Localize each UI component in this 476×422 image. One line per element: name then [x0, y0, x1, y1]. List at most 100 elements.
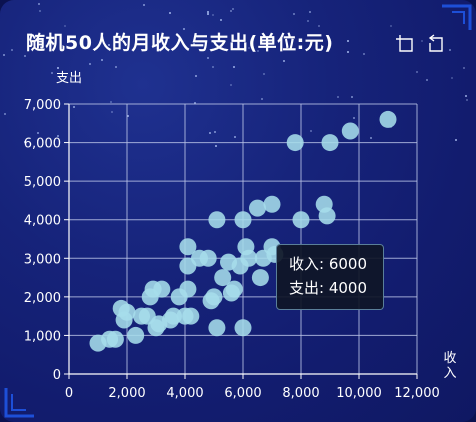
star — [206, 11, 209, 14]
star — [207, 13, 210, 16]
y-tick-label: 5,000 — [24, 175, 61, 190]
star — [390, 25, 393, 28]
y-tick-label: 4,000 — [24, 214, 61, 229]
y-tick-label: 2,000 — [24, 291, 61, 306]
data-point — [199, 249, 217, 267]
star — [415, 70, 418, 73]
star — [234, 135, 237, 138]
star — [114, 66, 117, 69]
star — [315, 42, 318, 45]
data-point — [106, 330, 124, 348]
restore-icon[interactable] — [396, 33, 416, 53]
star — [352, 117, 355, 120]
data-point — [379, 110, 397, 128]
refresh-icon[interactable] — [426, 33, 446, 53]
star — [230, 84, 233, 87]
star — [293, 12, 296, 15]
data-point — [153, 280, 171, 298]
star — [206, 56, 209, 59]
y-tick-label: 3,000 — [24, 252, 61, 267]
x-tick-label: 0 — [65, 386, 73, 401]
data-point — [318, 207, 336, 225]
star — [64, 24, 67, 27]
star — [257, 49, 260, 52]
data-point — [240, 249, 258, 267]
data-point — [208, 319, 226, 337]
data-point — [263, 195, 281, 213]
star — [463, 66, 466, 69]
data-point — [286, 134, 304, 152]
x-tick-label: 8,000 — [282, 386, 319, 401]
star — [214, 130, 217, 133]
star — [23, 140, 26, 143]
star — [193, 102, 196, 105]
star — [346, 40, 349, 42]
data-point — [321, 134, 339, 152]
x-tick-label: 4,000 — [166, 386, 203, 401]
star — [310, 130, 313, 133]
star — [450, 77, 453, 80]
axis-labels: 0 1,000 2,000 3,000 4,000 5,000 6,000 7,000 0 2,0… — [24, 71, 457, 401]
tooltip-x-row: 收入: 6000 — [289, 255, 368, 273]
data-point — [234, 319, 252, 337]
data-point — [214, 269, 232, 287]
tooltip-x-label: 收入 — [289, 255, 320, 273]
data-point — [251, 269, 269, 287]
x-axis-label: 入 — [443, 366, 456, 381]
star — [211, 65, 214, 68]
tooltip-y-label: 支出 — [289, 279, 320, 297]
star — [263, 73, 266, 76]
data-points — [89, 110, 397, 352]
star — [37, 138, 40, 141]
data-point — [208, 211, 226, 229]
data-point — [118, 303, 136, 321]
star — [3, 113, 6, 116]
y-axis-label: 支出 — [56, 71, 82, 86]
data-point — [234, 211, 252, 229]
data-point — [127, 326, 145, 344]
y-tick-label: 6,000 — [24, 137, 61, 152]
star — [260, 97, 263, 100]
star — [336, 95, 339, 98]
star — [248, 47, 251, 50]
star — [56, 66, 59, 69]
star — [363, 52, 366, 55]
star — [308, 11, 311, 14]
star — [421, 39, 424, 42]
data-tooltip: 收入: 6000 支出: 4000 — [276, 244, 384, 310]
star — [108, 44, 111, 47]
star — [448, 48, 451, 51]
star — [182, 27, 185, 30]
star — [101, 59, 104, 62]
y-tick-label: 1,000 — [24, 329, 61, 344]
axes — [64, 103, 418, 379]
x-tick-label: 10,000 — [336, 386, 382, 401]
star — [3, 53, 6, 56]
star — [142, 4, 145, 7]
star — [465, 98, 468, 101]
star — [425, 79, 428, 82]
data-point — [341, 122, 359, 140]
data-point — [179, 238, 197, 256]
star — [127, 114, 130, 117]
star — [390, 126, 393, 129]
data-point — [249, 199, 266, 217]
star — [110, 100, 113, 103]
star — [347, 50, 350, 53]
star — [36, 131, 39, 134]
star — [211, 13, 214, 16]
star — [168, 11, 171, 14]
star — [195, 74, 198, 77]
star — [455, 139, 458, 142]
data-point — [182, 307, 200, 325]
star — [232, 7, 235, 10]
star — [88, 62, 91, 65]
star — [233, 65, 235, 68]
x-axis-label: 收 — [443, 351, 456, 366]
star — [215, 145, 218, 148]
star — [72, 106, 75, 109]
data-point — [179, 280, 197, 298]
